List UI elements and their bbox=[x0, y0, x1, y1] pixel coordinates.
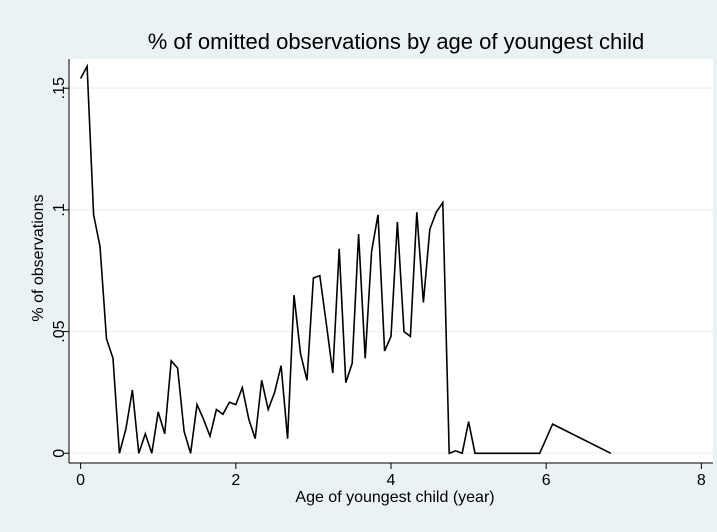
x-tick-label: 4 bbox=[387, 472, 396, 489]
x-tick-label: 2 bbox=[231, 472, 240, 489]
ticks: 0 .05 .1 .15 0 2 4 6 8 bbox=[51, 77, 706, 489]
chart-title: % of omitted observations by age of youn… bbox=[148, 29, 645, 54]
y-tick-label: 0 bbox=[51, 449, 68, 458]
y-tick-label: .15 bbox=[51, 77, 68, 99]
x-tick-label: 0 bbox=[76, 472, 85, 489]
plot-area bbox=[69, 59, 713, 463]
y-tick-label: .05 bbox=[51, 320, 68, 342]
x-axis-label: Age of youngest child (year) bbox=[295, 489, 494, 506]
x-tick-label: 6 bbox=[542, 472, 551, 489]
y-axis-label: % of observations bbox=[30, 194, 47, 321]
x-tick-label: 8 bbox=[697, 472, 706, 489]
y-tick-label: .1 bbox=[51, 203, 68, 216]
grid-lines bbox=[69, 87, 713, 454]
series-line bbox=[79, 63, 612, 455]
series bbox=[79, 63, 612, 455]
